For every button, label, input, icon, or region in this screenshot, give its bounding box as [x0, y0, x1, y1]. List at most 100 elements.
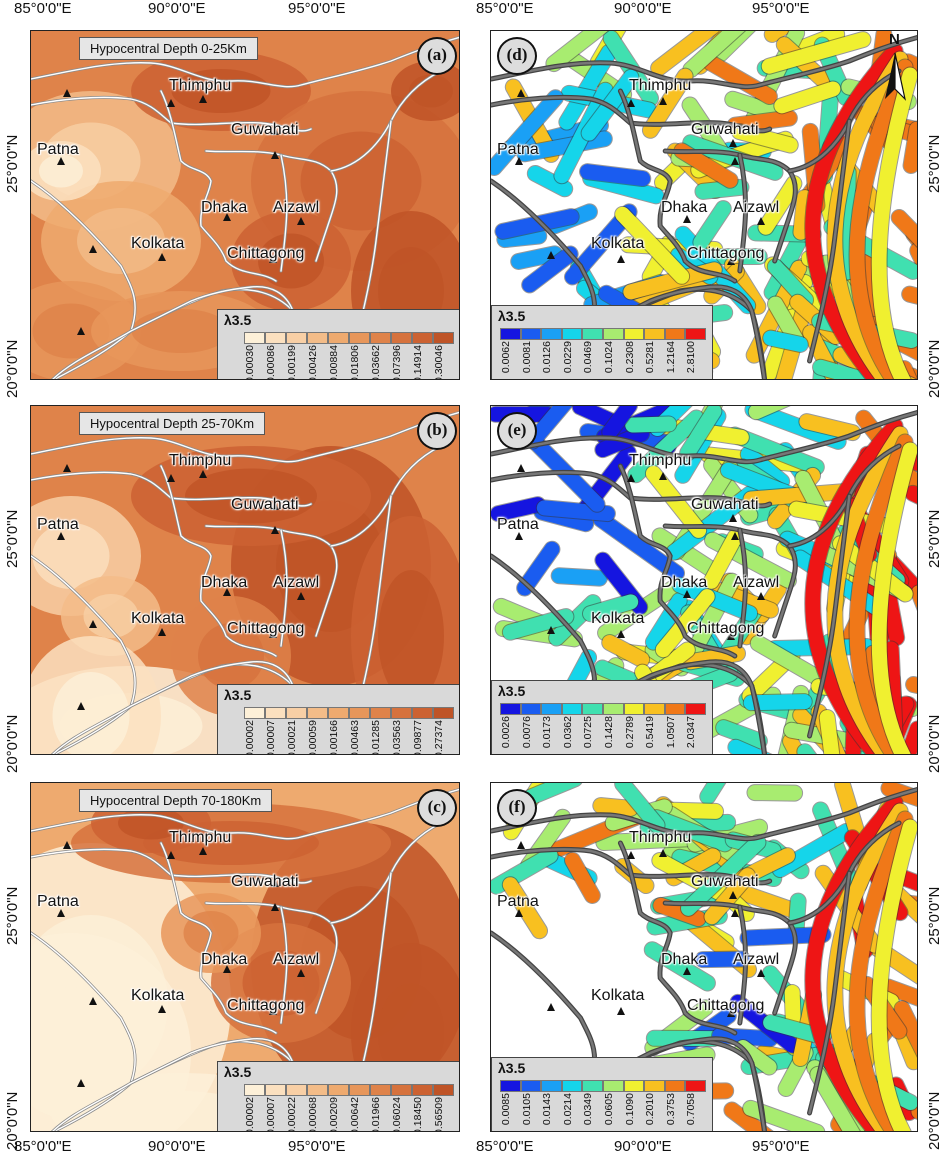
seismic-station-marker: [167, 474, 175, 482]
y-tick-label: 25°0'0"N: [926, 886, 943, 945]
legend-value: 0.00021: [286, 720, 298, 755]
legend-swatch: [307, 1084, 328, 1096]
x-tick-label: 95°0'0"E: [288, 0, 346, 17]
legend-swatch: [582, 1080, 603, 1092]
legend: λ3.5 0.0085 0.0105 0.0143 0.0214 0.0349 0.0605…: [491, 1057, 713, 1131]
legend-swatch: [370, 332, 391, 344]
seismic-station-marker: [659, 472, 667, 480]
city-label: Guwahati: [691, 121, 759, 138]
legend-swatch: [623, 703, 645, 715]
seismic-station-marker: [731, 909, 739, 917]
legend-title: λ3.5: [224, 1064, 252, 1080]
seismic-station-marker: [659, 849, 667, 857]
legend: λ3.5 0.00002 0.00007 0.00022 0.00068 0.00209 0…: [217, 1061, 459, 1132]
panel-letter-badge: (c): [417, 789, 457, 827]
map-panel-d: (d) Thimphu Guwahati Patna Dhaka Aizawl Kolkat…: [490, 30, 918, 380]
city-label: Patna: [497, 516, 539, 533]
city-label: Guwahati: [691, 496, 759, 513]
map-panel-c: Hypocentral Depth 70-180Km (c) Thimphu Guwa…: [30, 782, 460, 1132]
panel-title: Hypocentral Depth 25-70Km: [79, 412, 266, 435]
legend-swatch: [412, 1084, 433, 1096]
city-label: Kolkata: [591, 235, 645, 252]
panel-letter-badge: (b): [417, 412, 457, 450]
y-tick-label: 25°0'0"N: [4, 886, 21, 945]
city-label: Thimphu: [629, 77, 692, 94]
seismic-station-marker: [617, 630, 625, 638]
legend-value: 0.2010: [644, 1093, 657, 1126]
legend-swatch: [500, 703, 521, 715]
seismic-station-marker: [167, 99, 175, 107]
legend-swatch: [370, 707, 391, 719]
legend-value: 0.5419: [644, 716, 657, 749]
legend-value: 0.01285: [370, 720, 382, 755]
y-tick-label: 25°0'0"N: [4, 509, 21, 568]
x-tick-label: 85°0'0"E: [14, 1138, 72, 1155]
legend: λ3.5 0.00002 0.00007 0.00021 0.00059 0.00166 0…: [217, 684, 459, 755]
y-tick-label: 20°0'0"N: [4, 1091, 21, 1150]
legend-swatch: [541, 703, 562, 715]
seismic-station-marker: [731, 532, 739, 540]
legend: λ3.5 0.00030 0.00086 0.00199 0.00426 0.00884 0…: [217, 309, 459, 380]
legend-value: 0.00030: [244, 345, 256, 380]
legend-value: 0.0105: [520, 1093, 533, 1126]
seismic-station-marker: [89, 997, 97, 1005]
city-label: Guwahati: [231, 496, 299, 513]
panel-letter-badge: (e): [497, 412, 537, 450]
panel-letter-badge: (a): [417, 37, 457, 75]
legend-swatch: [391, 332, 412, 344]
legend-value: 0.00022: [286, 1097, 298, 1132]
seismic-station-marker: [517, 89, 525, 97]
seismic-station-marker: [57, 532, 65, 540]
legend-value: 0.0143: [541, 1093, 554, 1126]
legend: λ3.5 0.0026 0.0076 0.0173 0.0362 0.0725 0.1428…: [491, 680, 713, 754]
legend-swatch: [433, 1084, 454, 1096]
city-label: Dhaka: [201, 199, 248, 216]
city-label: Patna: [497, 893, 539, 910]
seismic-station-marker: [297, 969, 305, 977]
seismic-station-marker: [659, 97, 667, 105]
y-tick-label: 25°0'0"N: [926, 134, 943, 193]
city-label: Chittagong: [227, 997, 305, 1014]
legend-value: 0.56509: [433, 1097, 445, 1132]
x-tick-label: 85°0'0"E: [476, 0, 534, 17]
legend-swatch: [328, 1084, 349, 1096]
legend-value: 0.0469: [582, 341, 595, 374]
map-panel-b: Hypocentral Depth 25-70Km (b) Thimphu Guwah…: [30, 405, 460, 755]
y-tick-label: 20°0'0"N: [926, 339, 943, 398]
city-label: Thimphu: [629, 829, 692, 846]
legend-title: λ3.5: [498, 308, 526, 324]
legend-swatch: [307, 332, 328, 344]
seismic-station-marker: [77, 327, 85, 335]
panel-title: Hypocentral Depth 70-180Km: [79, 789, 273, 812]
seismic-station-marker: [627, 99, 635, 107]
legend-swatch: [644, 328, 665, 340]
city-label: Aizawl: [273, 574, 320, 591]
y-tick-label: 25°0'0"N: [4, 134, 21, 193]
legend-value: 0.0349: [582, 1093, 595, 1126]
legend-swatch: [286, 1084, 307, 1096]
seismic-station-marker: [547, 626, 555, 634]
legend-color-bar: [244, 332, 454, 344]
legend-value: 0.00002: [244, 720, 256, 755]
legend-value: 0.00209: [328, 1097, 340, 1132]
city-label: Guwahati: [231, 873, 299, 890]
seismic-station-marker: [223, 588, 231, 596]
legend-color-bar: [244, 707, 454, 719]
city-label: Guwahati: [691, 873, 759, 890]
legend-swatch: [328, 332, 349, 344]
legend-value: 0.00199: [286, 345, 298, 380]
legend-swatch: [664, 1080, 686, 1092]
legend-values: 0.0062 0.0081 0.0126 0.0229 0.0469 0.1024 0.23…: [500, 341, 706, 373]
y-tick-label: 20°0'0"N: [4, 339, 21, 398]
seismic-station-marker: [757, 217, 765, 225]
legend-swatch: [244, 1084, 265, 1096]
city-label: Thimphu: [169, 829, 232, 846]
legend-swatch: [307, 707, 328, 719]
x-tick-label: 90°0'0"E: [148, 0, 206, 17]
seismic-station-marker: [271, 526, 279, 534]
city-label: Dhaka: [661, 951, 708, 968]
legend-swatch: [602, 1080, 624, 1092]
legend-color-bar: [500, 703, 706, 715]
legend-value: 2.8100: [685, 341, 698, 374]
seismic-station-marker: [517, 464, 525, 472]
